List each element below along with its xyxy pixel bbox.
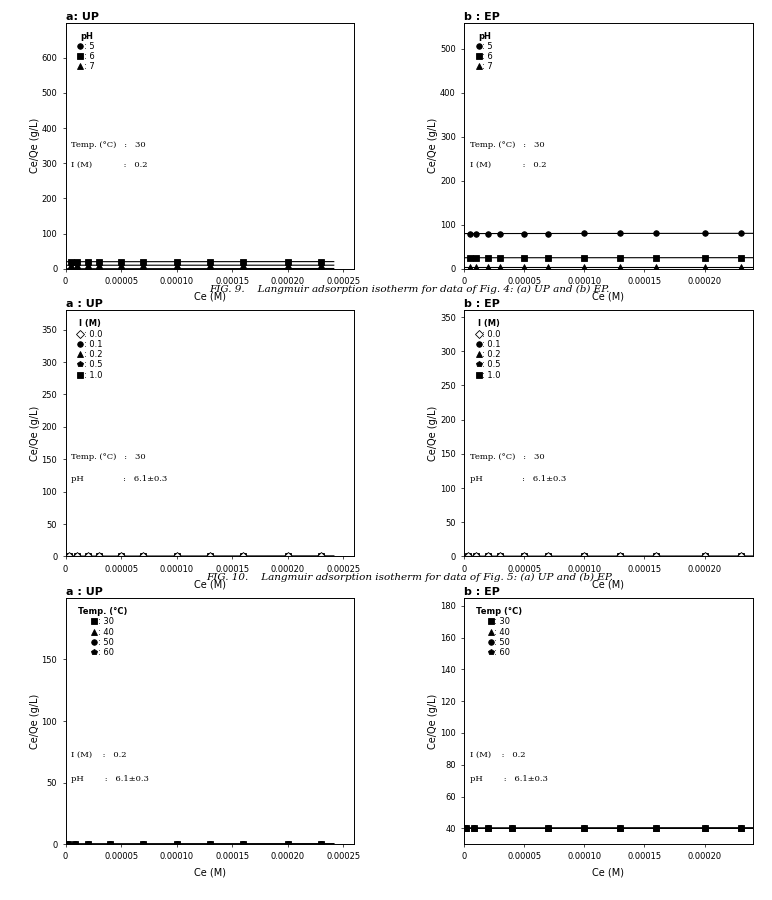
Text: I (M)    :   0.2: I (M) : 0.2	[470, 751, 525, 759]
Legend: : 30, : 40, : 50, : 60: : 30, : 40, : 50, : 60	[76, 605, 130, 660]
Legend: : 5, : 6, : 7: : 5, : 6, : 7	[76, 29, 97, 74]
Text: Temp. (°C)   :   30: Temp. (°C) : 30	[470, 453, 544, 461]
Text: FIG. 9.    Langmuir adsorption isotherm for data of Fig. 4: (a) UP and (b) EP.: FIG. 9. Langmuir adsorption isotherm for…	[209, 285, 609, 294]
Text: b : EP: b : EP	[464, 587, 500, 597]
Legend: : 5, : 6, : 7: : 5, : 6, : 7	[474, 29, 496, 74]
Y-axis label: Ce/Qe (g/L): Ce/Qe (g/L)	[428, 693, 438, 749]
Text: Temp. (°C)   :   30: Temp. (°C) : 30	[71, 140, 146, 148]
Text: b : EP: b : EP	[464, 12, 500, 22]
X-axis label: Ce (M): Ce (M)	[194, 867, 226, 877]
X-axis label: Ce (M): Ce (M)	[194, 580, 226, 590]
X-axis label: Ce (M): Ce (M)	[194, 292, 226, 302]
Y-axis label: Ce/Qe (g/L): Ce/Qe (g/L)	[30, 693, 40, 749]
Legend: : 30, : 40, : 50, : 60: : 30, : 40, : 50, : 60	[474, 605, 525, 660]
Text: pH               :   6.1±0.3: pH : 6.1±0.3	[470, 475, 566, 483]
Legend: : 0.0, : 0.1, : 0.2, : 0.5, : 1.0: : 0.0, : 0.1, : 0.2, : 0.5, : 1.0	[474, 317, 503, 382]
Text: Temp. (°C)   :   30: Temp. (°C) : 30	[71, 453, 146, 461]
Text: I (M)            :   0.2: I (M) : 0.2	[71, 160, 148, 168]
Text: a : UP: a : UP	[66, 587, 103, 597]
Y-axis label: Ce/Qe (g/L): Ce/Qe (g/L)	[428, 406, 438, 461]
Text: a : UP: a : UP	[66, 300, 103, 310]
X-axis label: Ce (M): Ce (M)	[592, 580, 625, 590]
Text: Temp. (°C)   :   30: Temp. (°C) : 30	[470, 140, 544, 148]
Text: I (M)            :   0.2: I (M) : 0.2	[470, 160, 547, 168]
Text: I (M)    :   0.2: I (M) : 0.2	[71, 751, 127, 759]
Legend: : 0.0, : 0.1, : 0.2, : 0.5, : 1.0: : 0.0, : 0.1, : 0.2, : 0.5, : 1.0	[76, 317, 105, 382]
Text: a: UP: a: UP	[66, 12, 99, 22]
Y-axis label: Ce/Qe (g/L): Ce/Qe (g/L)	[428, 118, 438, 173]
Text: FIG. 10.    Langmuir adsorption isotherm for data of Fig. 5: (a) UP and (b) EP.: FIG. 10. Langmuir adsorption isotherm fo…	[205, 572, 613, 581]
Text: pH        :   6.1±0.3: pH : 6.1±0.3	[71, 775, 149, 783]
Y-axis label: Ce/Qe (g/L): Ce/Qe (g/L)	[30, 118, 40, 173]
Text: pH        :   6.1±0.3: pH : 6.1±0.3	[470, 775, 547, 783]
X-axis label: Ce (M): Ce (M)	[592, 867, 625, 877]
Text: pH               :   6.1±0.3: pH : 6.1±0.3	[71, 475, 168, 483]
X-axis label: Ce (M): Ce (M)	[592, 292, 625, 302]
Y-axis label: Ce/Qe (g/L): Ce/Qe (g/L)	[30, 406, 40, 461]
Text: b : EP: b : EP	[464, 300, 500, 310]
